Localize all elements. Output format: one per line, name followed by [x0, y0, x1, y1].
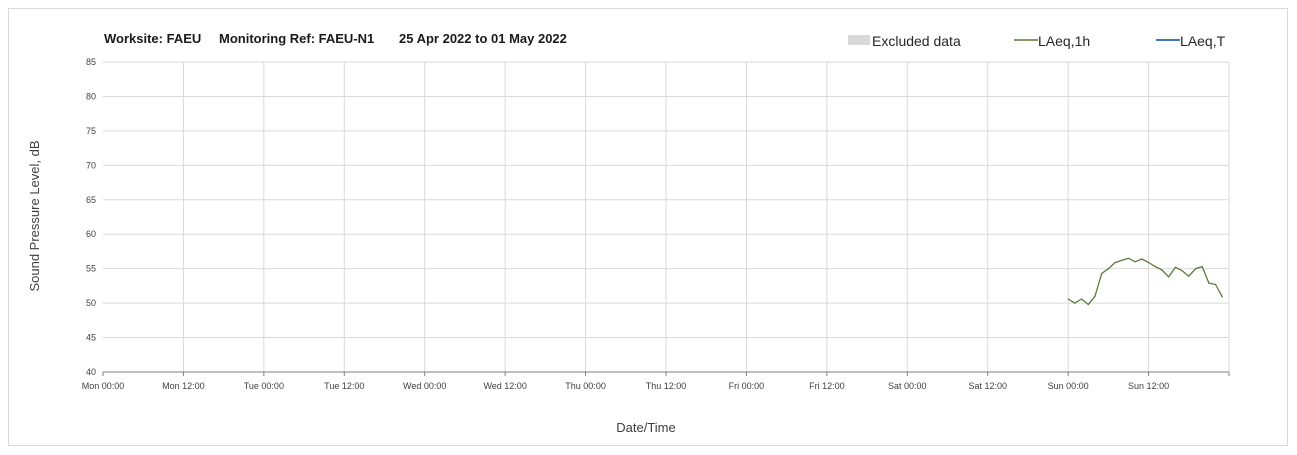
y-tick-label-45: 45 [86, 333, 96, 343]
legend-laeq1h-label: LAeq,1h [1038, 33, 1090, 49]
monitoring-ref-title: Monitoring Ref: FAEU-N1 [219, 31, 374, 46]
series-line-laeq-1h [1067, 257, 1223, 306]
data-point-0-19 [1194, 268, 1197, 270]
data-point-0-14 [1161, 269, 1163, 271]
x-tick-label-sat-00-00: Sat 00:00 [888, 381, 927, 391]
data-point-0-20 [1201, 266, 1203, 268]
data-point-0-16 [1174, 266, 1176, 268]
x-tick-label-tue-00-00: Tue 00:00 [244, 381, 284, 391]
chart-frame [8, 8, 1288, 446]
x-tick-label-thu-12-00: Thu 12:00 [646, 381, 687, 391]
data-point-0-22 [1215, 283, 1217, 286]
y-tick-label-70: 70 [86, 160, 96, 170]
y-tick-label-50: 50 [86, 298, 96, 308]
legend-excluded-swatch [848, 35, 870, 45]
data-point-0-21 [1208, 282, 1210, 284]
series-layer [1067, 257, 1223, 306]
data-point-0-13 [1154, 266, 1156, 268]
grid [102, 61, 1230, 376]
data-point-0-23 [1221, 296, 1223, 298]
data-point-0-12 [1148, 261, 1150, 264]
y-tick-label-60: 60 [86, 229, 96, 239]
x-tick-label-fri-12-00: Fri 12:00 [809, 381, 845, 391]
data-point-0-15 [1168, 276, 1170, 278]
data-point-0-17 [1181, 270, 1183, 272]
data-point-0-4 [1094, 295, 1096, 297]
data-point-0-2 [1080, 298, 1083, 300]
x-tick-label-wed-00-00: Wed 00:00 [403, 381, 446, 391]
legend: Excluded data LAeq,1h LAeq,T [848, 33, 1226, 49]
y-tick-label-80: 80 [86, 91, 96, 101]
data-point-0-18 [1188, 275, 1190, 277]
x-tick-label-thu-00-00: Thu 00:00 [565, 381, 606, 391]
date-range-title: 25 Apr 2022 to 01 May 2022 [399, 31, 567, 46]
y-tick-label-55: 55 [86, 264, 96, 274]
y-tick-label-75: 75 [86, 126, 96, 136]
x-tick-labels: Mon 00:00 Mon 12:00 Tue 00:00 Tue 12:00 Wed … [82, 381, 1169, 391]
y-tick-label-65: 65 [86, 195, 96, 205]
data-point-0-7 [1114, 261, 1116, 264]
data-point-0-5 [1101, 272, 1103, 275]
data-point-0-6 [1107, 268, 1109, 270]
data-point-0-0 [1067, 298, 1069, 300]
legend-laeqt-label: LAeq,T [1180, 33, 1226, 49]
y-tick-labels: 40 45 50 55 60 65 70 75 80 85 [86, 57, 96, 377]
x-tick-label-fri-00-00: Fri 00:00 [729, 381, 765, 391]
x-tick-label-mon-00-00: Mon 00:00 [82, 381, 125, 391]
x-tick-label-tue-12-00: Tue 12:00 [324, 381, 364, 391]
worksite-title: Worksite: FAEU [104, 31, 201, 46]
data-point-0-1 [1074, 302, 1076, 304]
x-tick-label-sun-12-00: Sun 12:00 [1128, 381, 1169, 391]
x-tick-label-sun-00-00: Sun 00:00 [1048, 381, 1089, 391]
x-axis-title: Date/Time [616, 420, 675, 435]
x-tick-label-mon-12-00: Mon 12:00 [162, 381, 205, 391]
data-point-0-8 [1121, 259, 1123, 261]
x-tick-label-wed-12-00: Wed 12:00 [483, 381, 526, 391]
data-point-0-10 [1134, 261, 1136, 263]
legend-excluded-label: Excluded data [872, 33, 961, 49]
y-tick-label-40: 40 [86, 367, 96, 377]
y-axis-title: Sound Pressure Level, dB [27, 140, 42, 291]
x-tick-label-sat-12-00: Sat 12:00 [968, 381, 1007, 391]
data-point-0-9 [1127, 257, 1130, 259]
data-point-0-3 [1087, 303, 1089, 306]
data-point-0-11 [1141, 258, 1143, 260]
y-tick-label-85: 85 [86, 57, 96, 67]
